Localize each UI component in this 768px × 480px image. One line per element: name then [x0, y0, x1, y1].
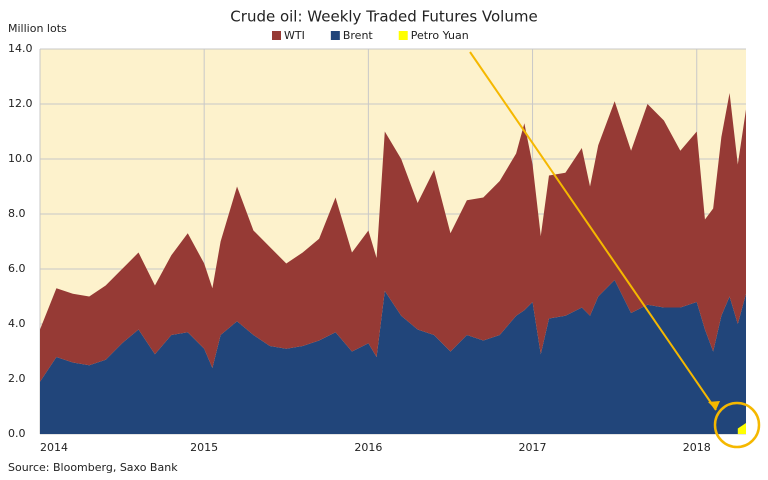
y-tick-label: 4.0: [8, 317, 26, 330]
y-tick-label: 2.0: [8, 372, 26, 385]
x-tick-label: 2015: [190, 441, 218, 454]
x-tick-label: 2018: [683, 441, 711, 454]
source: Source: Bloomberg, Saxo Bank: [8, 461, 178, 474]
x-tick-label: 2016: [354, 441, 382, 454]
y-tick-label: 6.0: [8, 262, 26, 275]
y-tick-label: 12.0: [8, 97, 33, 110]
legend-label: Brent: [343, 29, 374, 42]
legend-label: WTI: [284, 29, 305, 42]
y-tick-label: 14.0: [8, 42, 33, 55]
area: [40, 280, 746, 434]
area: [737, 423, 746, 434]
legend-swatch: [272, 31, 281, 40]
x-tick-label: 2017: [519, 441, 547, 454]
x-tick-label: 2014: [40, 441, 68, 454]
area: [40, 93, 746, 382]
chart-title: Crude oil: Weekly Traded Futures Volume: [230, 8, 537, 26]
legend-swatch: [398, 31, 408, 40]
y-tick-label: 10.0: [8, 152, 33, 165]
y-tick-label: 0.0: [8, 427, 26, 440]
arrow-head: [708, 401, 720, 410]
legend-label: Petro Yuan: [411, 29, 469, 42]
legend-swatch: [330, 31, 340, 40]
annotation-circle: [713, 401, 761, 449]
y-axis-label: Million lots: [8, 22, 67, 35]
y-tick-label: 8.0: [8, 207, 26, 220]
annotation-arrow: [469, 51, 717, 411]
